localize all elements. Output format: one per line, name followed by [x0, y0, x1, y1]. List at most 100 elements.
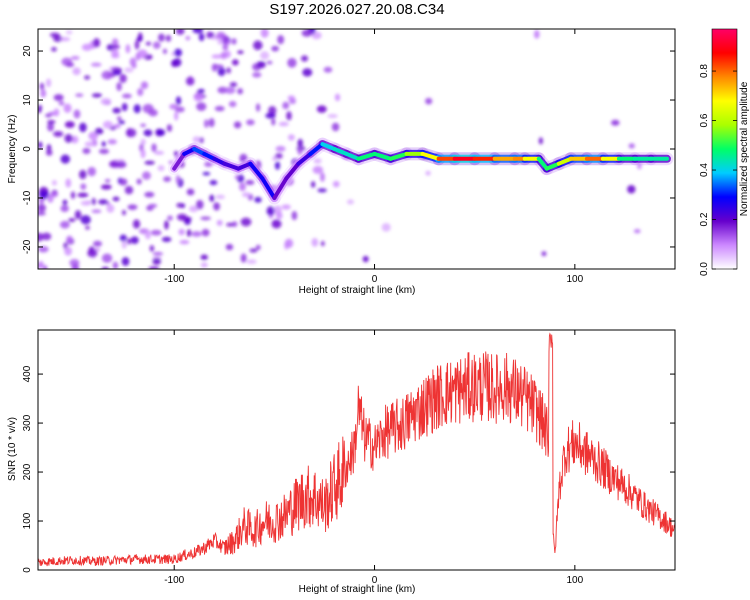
- spectrogram-noise-blob: [277, 35, 285, 45]
- spectrogram-noise-blob: [174, 111, 179, 121]
- spectrogram-noise-blob: [101, 141, 107, 147]
- spectrogram-noise-blob: [611, 119, 620, 126]
- spectrogram-noise-blob: [140, 149, 146, 159]
- spectrogram-noise-blob: [41, 232, 52, 241]
- spectrogram-noise-blob: [198, 33, 205, 42]
- spectrogram-noise-blob: [84, 75, 91, 80]
- spectrogram-noise-blob: [173, 150, 179, 157]
- spectrogram-ridge-segment: [388, 151, 409, 161]
- snr-y-tick-label: 200: [22, 463, 33, 480]
- spectrogram-noise-blob: [84, 141, 95, 147]
- spectrogram-x-tick-label: 0: [372, 274, 378, 285]
- spectrogram-noise-blob: [213, 202, 220, 211]
- spectrogram-noise-blob: [265, 112, 276, 119]
- spectrogram-noise-blob: [163, 176, 172, 182]
- spectrogram-noise-blob: [246, 259, 257, 264]
- spectrogram-ridge-segment: [222, 161, 241, 171]
- spectrogram-noise-blob: [320, 172, 325, 182]
- spectrogram-noise-blob: [70, 135, 79, 144]
- spectrogram-noise-blob: [53, 94, 64, 102]
- spectrogram-noise-blob: [94, 127, 104, 135]
- spectrogram-noise-blob: [179, 240, 190, 245]
- spectrogram-noise-blob: [297, 147, 303, 155]
- colorbar-ticks: 0.0 0.2 0.4 0.6 0.8: [699, 64, 737, 276]
- spectrogram-noise-blob: [60, 154, 71, 164]
- spectrogram-noise-blob: [157, 165, 165, 172]
- spectrogram-noise-blob: [130, 236, 139, 244]
- snr-series-line: [38, 332, 675, 567]
- spectrogram-noise-blob: [43, 265, 48, 269]
- spectrogram-noise-blob: [47, 120, 56, 124]
- spectrogram-ridge-segment: [372, 151, 393, 161]
- spectrogram-noise-blob: [156, 129, 166, 136]
- spectrogram-noise-blob: [260, 29, 269, 38]
- spectrogram-y-tick-label: 20: [22, 45, 33, 57]
- spectrogram-noise-blob: [75, 93, 84, 98]
- spectrogram-ridge-segment: [248, 161, 265, 181]
- spectrogram-ridge-segment: [260, 176, 277, 200]
- spectrogram-noise-blob: [40, 89, 47, 98]
- snr-y-tick-label: 0: [22, 567, 33, 573]
- spectrogram-noise-blob: [203, 119, 209, 128]
- spectrogram-noise-blob: [112, 70, 122, 76]
- spectrogram-noise-blob: [255, 244, 261, 251]
- spectrogram-noise-blob: [284, 238, 294, 249]
- spectrogram-noise-blob: [112, 107, 122, 114]
- spectrogram-ridge-segment: [544, 161, 561, 171]
- spectrogram-noise-blob: [286, 111, 292, 121]
- spectrogram-noise-blob: [255, 103, 261, 112]
- spectrogram-noise-blob: [287, 95, 296, 101]
- snr-x-axis: -100 0 100: [164, 330, 584, 586]
- spectrogram-noise-blob: [162, 48, 168, 54]
- spectrogram-noise-blob: [217, 86, 228, 94]
- spectrogram-noise-blob: [38, 104, 43, 111]
- spectrogram-noise-blob: [175, 29, 185, 35]
- spectrogram-noise-blob: [112, 196, 120, 202]
- spectrogram-noise-blob: [186, 188, 195, 196]
- spectrogram-noise-blob: [185, 35, 191, 41]
- spectrogram-noise-blob: [281, 204, 291, 210]
- spectrogram-noise-blob: [175, 174, 181, 185]
- spectrogram-noise-blob: [176, 213, 188, 221]
- spectrogram-noise-blob: [238, 182, 246, 192]
- spectrogram-noise-blob: [237, 88, 244, 95]
- spectrogram-noise-blob: [627, 185, 636, 194]
- spectrogram-noise-blob: [211, 54, 223, 59]
- spectrogram-ridge-segment: [272, 176, 289, 200]
- spectrogram-noise-blob: [362, 255, 369, 263]
- spectrogram-noise-blob: [206, 31, 213, 39]
- spectrogram-noise-blob: [240, 217, 252, 227]
- spectrogram-noise-blob: [260, 51, 270, 60]
- spectrogram-noise-blob: [208, 117, 215, 128]
- spectrogram-noise-blob: [81, 43, 93, 51]
- spectrogram-noise-blob: [100, 97, 112, 106]
- spectrogram-noise-blob: [228, 100, 237, 108]
- spectrogram-noise-blob: [38, 190, 50, 200]
- spectrogram-noise-blob: [266, 206, 275, 216]
- spectrogram-noise-blob: [224, 86, 236, 94]
- snr-x-tick-label: -100: [164, 575, 184, 586]
- spectrogram-noise-blob: [72, 67, 81, 76]
- spectrogram-noise-blob: [201, 228, 210, 237]
- spectrogram-noise-blob: [196, 102, 207, 111]
- spectrogram-noise-blob: [272, 220, 279, 227]
- spectrogram-noise-blob: [171, 59, 178, 68]
- spectrogram-noise-blob: [174, 106, 185, 113]
- spectrogram-noise-blob: [636, 161, 642, 170]
- spectrogram-noise-blob: [107, 139, 117, 145]
- spectrogram-noise-blob: [80, 215, 91, 225]
- spectrogram-noise-blob: [231, 59, 239, 66]
- spectrogram-noise-blob: [98, 148, 110, 154]
- spectrogram-noise-blob: [90, 62, 102, 67]
- spectrogram-noise-blob: [252, 72, 262, 78]
- spectrogram-noise-blob: [628, 143, 635, 149]
- spectrogram-noise-blob: [60, 204, 69, 212]
- spectrogram-noise-blob: [192, 136, 201, 143]
- spectrogram-noise-blob: [200, 262, 208, 268]
- spectrogram-noise-blob: [152, 251, 164, 256]
- spectrogram-noise-blob: [195, 199, 204, 210]
- spectrogram-noise-blob: [49, 32, 60, 38]
- spectrogram-noise-blob: [287, 58, 297, 68]
- spectrogram-noise-blob: [140, 138, 146, 146]
